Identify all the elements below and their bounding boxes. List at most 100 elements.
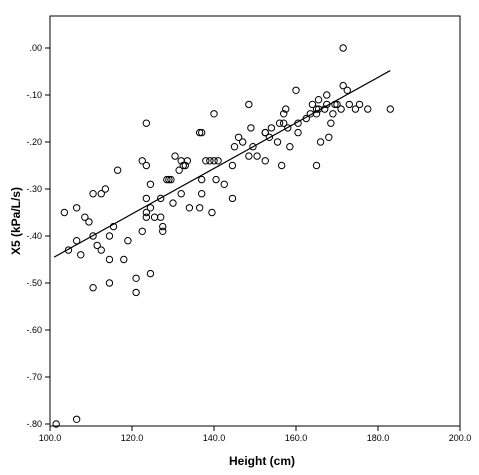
data-point: [212, 175, 220, 184]
data-point: [163, 175, 171, 184]
x-tick-label: 180.0: [367, 433, 390, 443]
data-point: [169, 199, 177, 207]
data-point: [81, 213, 89, 221]
data-point: [333, 100, 341, 109]
data-point: [239, 138, 247, 146]
data-point: [282, 105, 290, 113]
data-point: [329, 110, 337, 118]
data-point: [105, 232, 114, 240]
data-point: [261, 128, 269, 137]
data-point: [138, 157, 146, 165]
data-point: [142, 161, 151, 170]
data-point: [171, 152, 179, 160]
data-point: [386, 105, 394, 113]
data-point: [308, 100, 317, 109]
data-point: [142, 119, 151, 127]
data-point: [195, 204, 204, 212]
y-tick-label: .00: [29, 43, 42, 53]
data-point: [157, 213, 165, 221]
data-point: [52, 420, 60, 428]
y-tick-label: -.10: [26, 90, 42, 100]
data-point: [185, 204, 194, 212]
data-point: [198, 175, 206, 184]
y-axis-ticks: .00 -.10 -.20 -.30 -.40 -.50 -.60 -.70 -.80: [26, 43, 50, 429]
data-point: [157, 194, 165, 203]
data-point: [364, 105, 372, 113]
data-point: [245, 100, 253, 109]
data-point: [292, 86, 300, 95]
data-point: [280, 110, 288, 118]
x-tick-label: 120.0: [121, 433, 144, 443]
data-point: [202, 157, 210, 165]
data-point: [277, 161, 286, 170]
data-point: [113, 166, 122, 174]
data-point: [97, 190, 105, 198]
data-point: [138, 227, 146, 236]
x-tick-label: 200.0: [449, 433, 472, 443]
data-point: [325, 133, 333, 142]
data-point: [93, 241, 101, 250]
data-point: [146, 269, 155, 278]
data-point: [343, 86, 351, 95]
data-point: [198, 190, 206, 198]
data-point: [159, 227, 167, 236]
data-point: [339, 81, 347, 90]
data-point: [198, 128, 206, 137]
data-point: [195, 128, 204, 137]
data-point: [210, 110, 218, 118]
y-tick-label: -.20: [26, 137, 42, 147]
data-point: [228, 161, 237, 170]
data-point: [64, 246, 73, 254]
data-point: [206, 157, 214, 165]
x-tick-label: 140.0: [203, 433, 226, 443]
data-point: [345, 100, 353, 109]
data-point: [208, 208, 216, 217]
data-point: [327, 119, 335, 127]
data-point: [142, 208, 151, 217]
data-point: [124, 237, 132, 245]
data-point: [72, 237, 81, 245]
data-point: [339, 44, 347, 52]
y-tick-label: -.70: [26, 372, 42, 382]
data-point: [214, 157, 222, 165]
data-point: [167, 175, 175, 184]
data-point: [245, 152, 253, 160]
data-point: [97, 246, 105, 254]
y-axis-title: X5 (kPa/L/s): [9, 187, 23, 255]
data-point: [105, 279, 114, 287]
data-point: [85, 218, 93, 226]
data-point: [230, 143, 239, 151]
data-point: [286, 143, 294, 151]
data-point: [228, 194, 237, 203]
data-point: [179, 161, 187, 170]
data-point: [146, 204, 155, 212]
data-point: [105, 255, 114, 264]
data-point: [101, 185, 110, 193]
data-point: [132, 274, 140, 282]
data-point: [267, 124, 276, 132]
data-point: [89, 284, 97, 292]
data-point: [142, 213, 151, 221]
data-point: [280, 119, 288, 127]
x-tick-label: 100.0: [39, 433, 62, 443]
data-point: [284, 124, 292, 132]
data-point: [265, 133, 274, 142]
x-axis-title: Height (cm): [229, 454, 295, 468]
data-point: [294, 128, 302, 137]
data-point: [351, 105, 360, 113]
data-point: [89, 232, 97, 240]
y-tick-label: -.40: [26, 231, 42, 241]
regression-line: [53, 70, 391, 258]
data-point: [146, 180, 155, 189]
data-point: [220, 180, 228, 189]
data-point: [210, 157, 218, 165]
data-point: [247, 124, 255, 132]
data-point: [177, 190, 185, 198]
data-point: [132, 288, 140, 297]
data-point: [142, 194, 151, 203]
y-tick-label: -.80: [26, 419, 42, 429]
data-point: [72, 204, 81, 212]
y-tick-label: -.30: [26, 184, 42, 194]
data-point: [181, 161, 190, 170]
